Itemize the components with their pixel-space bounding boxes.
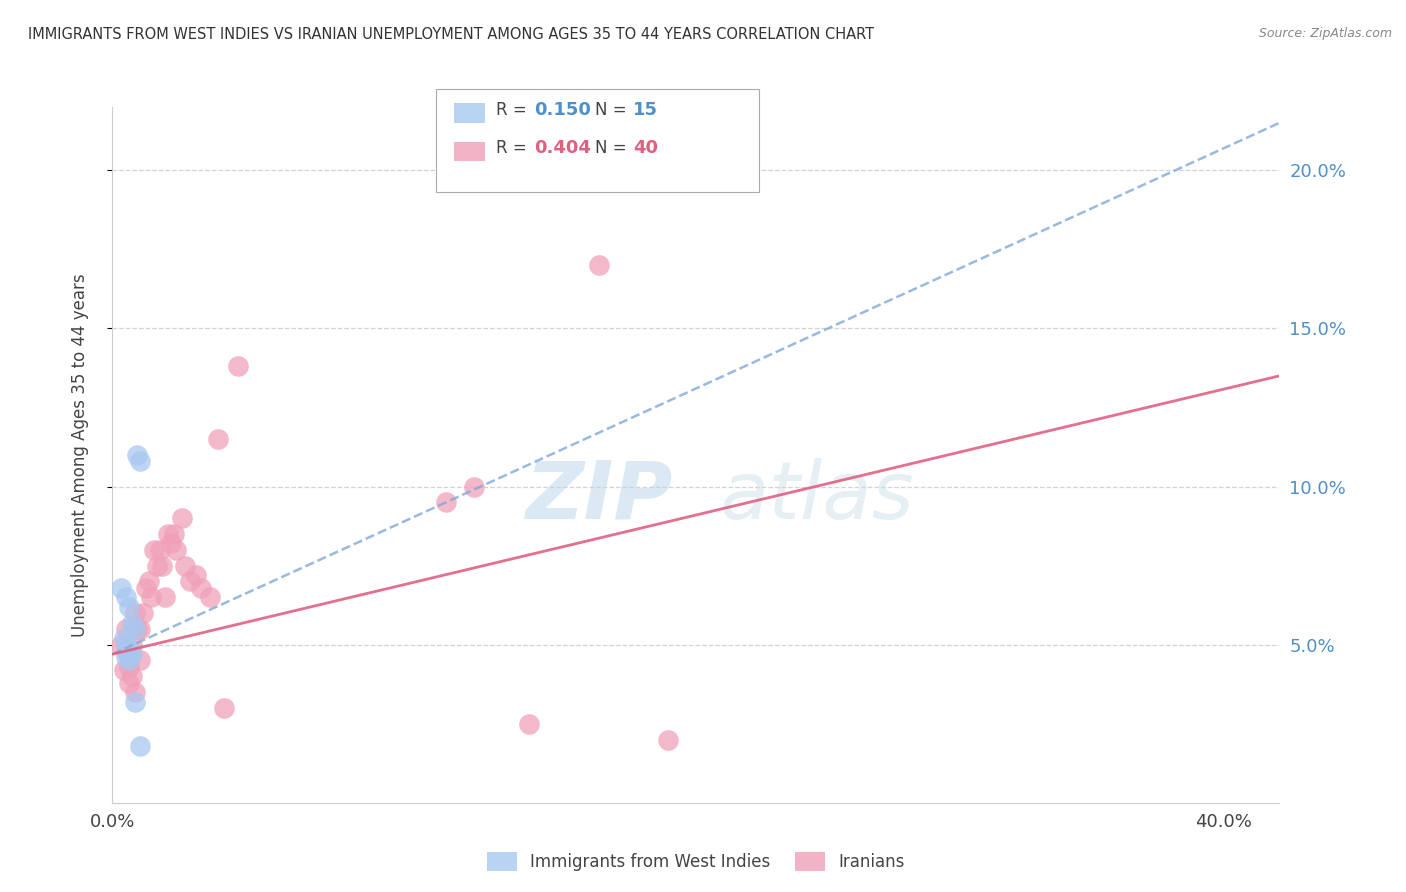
Point	[118, 599, 141, 614]
Point	[129, 622, 152, 636]
Point	[110, 581, 132, 595]
Point	[135, 581, 157, 595]
Text: 15: 15	[633, 101, 658, 119]
Point	[115, 622, 138, 636]
Point	[155, 591, 177, 605]
Point	[588, 258, 610, 272]
Point	[212, 701, 235, 715]
Point	[129, 653, 152, 667]
Point	[157, 527, 180, 541]
Point	[162, 527, 184, 541]
Point	[118, 653, 141, 667]
Point	[115, 644, 138, 658]
Point	[184, 568, 207, 582]
Legend: Immigrants from West Indies, Iranians: Immigrants from West Indies, Iranians	[481, 846, 911, 878]
Text: atlas: atlas	[720, 458, 914, 536]
Text: Source: ZipAtlas.com: Source: ZipAtlas.com	[1258, 27, 1392, 40]
Point	[517, 716, 540, 731]
Y-axis label: Unemployment Among Ages 35 to 44 years: Unemployment Among Ages 35 to 44 years	[70, 273, 89, 637]
Text: 0.404: 0.404	[534, 139, 591, 157]
Point	[138, 574, 160, 589]
Point	[160, 536, 183, 550]
Point	[124, 695, 146, 709]
Point	[170, 511, 193, 525]
Point	[121, 638, 143, 652]
Point	[121, 669, 143, 683]
Point	[112, 632, 135, 646]
Point	[198, 591, 221, 605]
Point	[173, 558, 195, 573]
Point	[152, 558, 174, 573]
Point	[115, 650, 138, 665]
Point	[129, 454, 152, 468]
Point	[118, 640, 141, 655]
Text: R =: R =	[496, 101, 533, 119]
Point	[127, 448, 149, 462]
Point	[143, 542, 166, 557]
Point	[146, 558, 169, 573]
Text: N =: N =	[595, 139, 631, 157]
Point	[112, 663, 135, 677]
Text: ZIP: ZIP	[526, 458, 672, 536]
Point	[115, 591, 138, 605]
Point	[179, 574, 201, 589]
Text: 40: 40	[633, 139, 658, 157]
Point	[657, 732, 679, 747]
Text: N =: N =	[595, 101, 631, 119]
Point	[118, 675, 141, 690]
Point	[132, 606, 155, 620]
Point	[121, 647, 143, 661]
Point	[115, 638, 138, 652]
Point	[190, 581, 212, 595]
Point	[207, 432, 229, 446]
Point	[121, 615, 143, 630]
Point	[124, 622, 146, 636]
Text: 0.150: 0.150	[534, 101, 591, 119]
Point	[129, 739, 152, 753]
Point	[110, 638, 132, 652]
Point	[434, 495, 457, 509]
Text: IMMIGRANTS FROM WEST INDIES VS IRANIAN UNEMPLOYMENT AMONG AGES 35 TO 44 YEARS CO: IMMIGRANTS FROM WEST INDIES VS IRANIAN U…	[28, 27, 875, 42]
Point	[124, 606, 146, 620]
Point	[226, 359, 249, 374]
Point	[118, 660, 141, 674]
Point	[463, 479, 485, 493]
Point	[127, 622, 149, 636]
Point	[124, 685, 146, 699]
Point	[149, 542, 172, 557]
Point	[141, 591, 163, 605]
Text: R =: R =	[496, 139, 533, 157]
Point	[165, 542, 187, 557]
